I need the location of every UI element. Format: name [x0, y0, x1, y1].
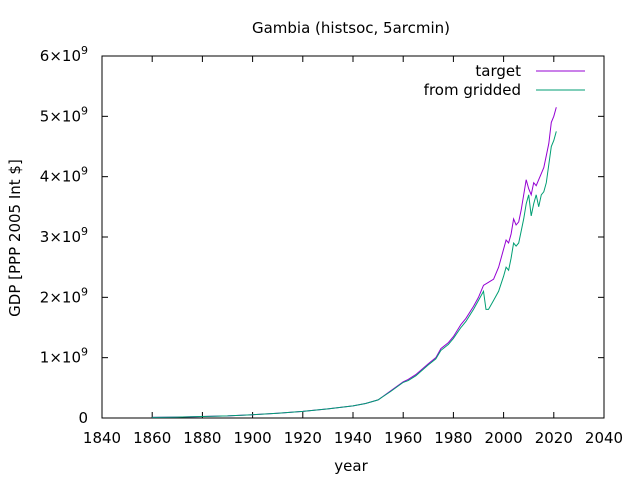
- y-tick-mantissa: 1×10: [40, 349, 81, 367]
- legend-label: target: [475, 62, 521, 80]
- chart-title: Gambia (histsoc, 5arcmin): [252, 19, 450, 37]
- y-tick-exponent: 9: [81, 285, 88, 298]
- y-tick-exponent: 9: [81, 165, 88, 178]
- x-tick-label: 1860: [133, 429, 171, 447]
- y-tick-exponent: 9: [81, 104, 88, 117]
- y-tick-mantissa: 4×10: [40, 168, 81, 186]
- y-tick-exponent: 9: [81, 346, 88, 359]
- x-tick-label: 1840: [83, 429, 121, 447]
- y-tick-label: 6×109: [40, 44, 88, 65]
- y-tick-label: 3×109: [40, 225, 88, 246]
- x-tick-label: 2040: [585, 429, 623, 447]
- y-tick-mantissa: 2×10: [40, 288, 81, 306]
- y-tick-label: 5×109: [40, 104, 88, 125]
- y-tick-label: 2×109: [40, 285, 88, 306]
- x-tick-label: 1960: [384, 429, 422, 447]
- x-tick-label: 1980: [434, 429, 472, 447]
- x-tick-labels: 1840 1860 1880 1900 1920 1940 1960 1980 2000 2020…: [83, 429, 623, 447]
- y-tick-mantissa: 0: [78, 409, 88, 427]
- series-lines: [152, 107, 557, 418]
- x-tick-label: 2000: [485, 429, 523, 447]
- y-tick-exponent: 9: [81, 225, 88, 238]
- y-tick-label: 1×109: [40, 346, 88, 367]
- y-tick-exponent: 9: [81, 44, 88, 57]
- x-tick-label: 1880: [183, 429, 221, 447]
- y-tick-label: 0: [78, 409, 88, 427]
- y-tick-label: 4×109: [40, 165, 88, 186]
- x-tick-label: 2020: [535, 429, 573, 447]
- legend-label: from gridded: [424, 81, 521, 99]
- x-tick-label: 1920: [284, 429, 322, 447]
- axis-ticks: [101, 55, 605, 419]
- series-line-from-gridded: [152, 131, 557, 418]
- x-tick-label: 1940: [334, 429, 372, 447]
- x-tick-label: 1900: [234, 429, 272, 447]
- y-tick-mantissa: 3×10: [40, 228, 81, 246]
- y-axis-label: GDP [PPP 2005 Int $]: [6, 159, 24, 317]
- y-tick-mantissa: 5×10: [40, 107, 81, 125]
- x-axis-label: year: [334, 457, 368, 475]
- y-tick-mantissa: 6×10: [40, 47, 81, 65]
